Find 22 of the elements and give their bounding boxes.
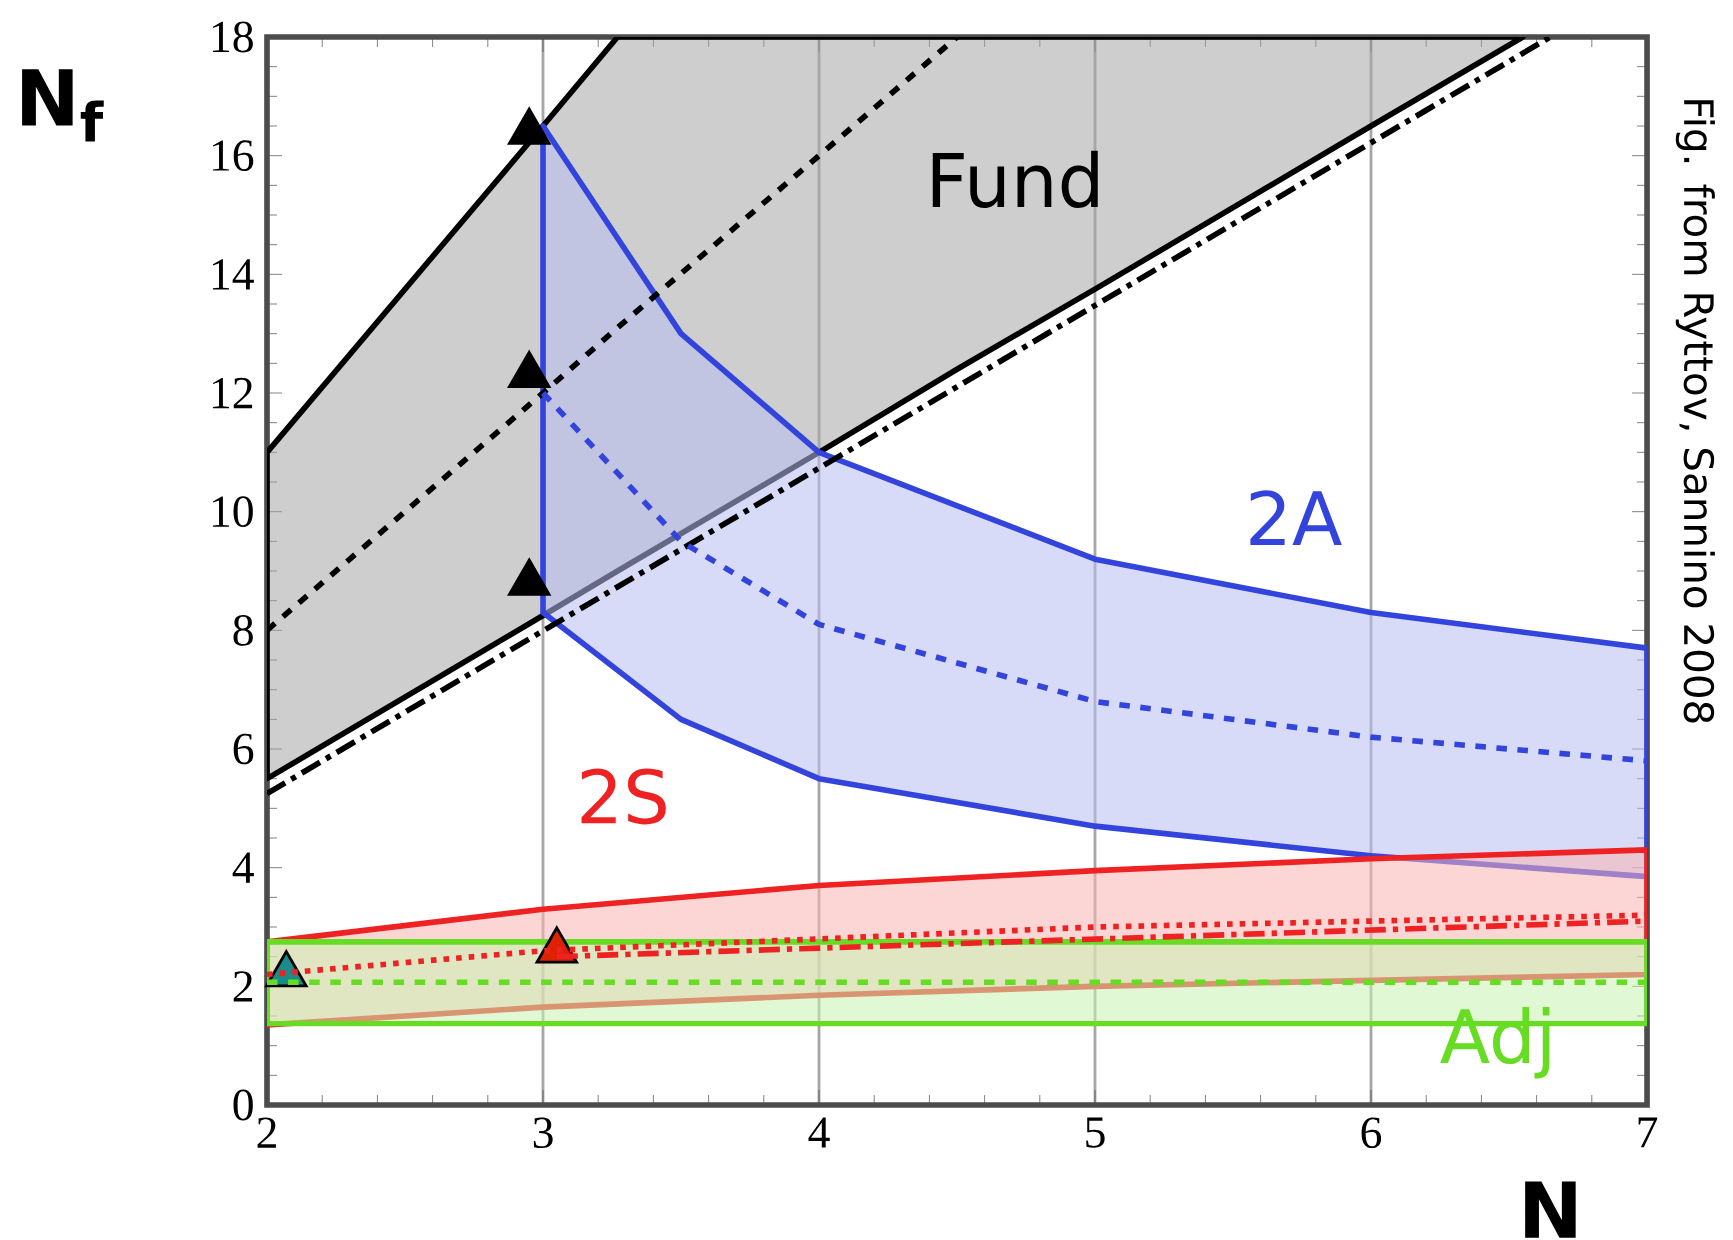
- series-label: Fund: [932, 150, 1098, 208]
- x-axis-title: N: [1525, 1181, 1576, 1238]
- y-tick-label: 2: [233, 971, 253, 1002]
- y-tick-label: 18: [212, 21, 253, 53]
- x-tick-label: 4: [808, 1117, 830, 1148]
- y-tick-label: 14: [212, 259, 254, 290]
- y-axis-title: N$_{f}$: [22, 69, 104, 142]
- series-label: 2S: [581, 768, 666, 825]
- x-tick-label: 7: [1638, 1117, 1658, 1148]
- x-tick-label: 5: [1086, 1117, 1105, 1148]
- y-tick-label: 16: [212, 140, 254, 172]
- x-tick-label: 3: [533, 1117, 553, 1149]
- text: 2A: [1250, 490, 1342, 545]
- y-tick-label: 10: [212, 496, 253, 528]
- x-tick-label: 6: [1361, 1117, 1382, 1149]
- y-tick-label: 12: [212, 377, 253, 409]
- y-tick-label: 4: [232, 852, 254, 883]
- x-tick-label: 2: [257, 1117, 276, 1148]
- text: Fig. from Ryttov, Sannino 2008: [1675, 100, 1715, 723]
- y-tick-label: 8: [233, 614, 253, 646]
- y-tick-label: 0: [233, 1089, 253, 1121]
- y-tick-label: 6: [233, 733, 254, 765]
